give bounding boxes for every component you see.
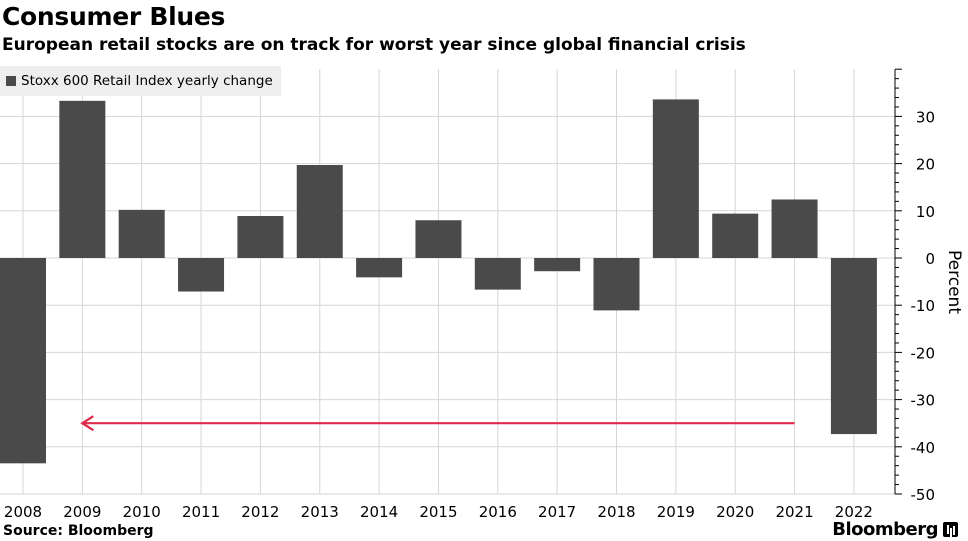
bar-2017 xyxy=(534,258,581,272)
bar-2016 xyxy=(474,258,521,290)
x-tick-label-2015: 2015 xyxy=(419,503,457,521)
bar-2009 xyxy=(59,100,106,258)
bar-2013 xyxy=(296,165,343,258)
x-tick-label-2020: 2020 xyxy=(716,503,754,521)
bar-2019 xyxy=(652,99,699,259)
bar-2022 xyxy=(830,258,877,435)
bar-2021 xyxy=(771,199,818,258)
chart-title: Consumer Blues xyxy=(2,2,226,31)
x-tick-label-2009: 2009 xyxy=(63,503,101,521)
y-tick-label: -20 xyxy=(911,344,936,362)
x-tick-label-2008: 2008 xyxy=(4,503,42,521)
annotation-arrow-head-icon xyxy=(80,415,94,432)
y-tick-label: 10 xyxy=(916,203,935,221)
bar-2014 xyxy=(356,258,403,278)
bar-2008 xyxy=(0,258,46,464)
legend-label: Stoxx 600 Retail Index yearly change xyxy=(21,73,273,89)
y-tick-label: 0 xyxy=(925,250,935,268)
y-axis-title: Percent xyxy=(944,250,964,314)
bar-2020 xyxy=(712,213,759,258)
x-tick-label-2014: 2014 xyxy=(360,503,398,521)
bar-2012 xyxy=(237,215,284,258)
y-tick-label: -10 xyxy=(911,297,936,315)
x-tick-label-2019: 2019 xyxy=(657,503,695,521)
x-tick-label-2018: 2018 xyxy=(597,503,635,521)
x-tick-label-2011: 2011 xyxy=(182,503,220,521)
bar-2018 xyxy=(593,258,640,311)
x-tick-label-2010: 2010 xyxy=(123,503,161,521)
bar-2010 xyxy=(118,209,165,258)
x-tick-label-2012: 2012 xyxy=(241,503,279,521)
y-tick-label: -30 xyxy=(911,392,936,410)
y-tick-label: -40 xyxy=(911,439,936,457)
brand-logo: Bloomberg xyxy=(832,519,938,540)
x-tick-label-2016: 2016 xyxy=(479,503,517,521)
x-tick-label-2022: 2022 xyxy=(835,503,873,521)
bar-2011 xyxy=(178,258,225,292)
x-tick-label-2013: 2013 xyxy=(301,503,339,521)
y-tick-label: -50 xyxy=(911,486,936,504)
x-tick-label-2017: 2017 xyxy=(538,503,576,521)
y-tick-label: 20 xyxy=(916,156,935,174)
y-tick-label: 30 xyxy=(916,108,935,126)
bloomberg-terminal-icon xyxy=(943,522,958,537)
source-note: Source: Bloomberg xyxy=(3,523,154,539)
x-tick-label-2021: 2021 xyxy=(775,503,813,521)
chart-subtitle: European retail stocks are on track for … xyxy=(2,35,746,55)
bar-2015 xyxy=(415,220,462,258)
chart-legend: Stoxx 600 Retail Index yearly change xyxy=(0,66,281,96)
legend-swatch xyxy=(6,76,16,86)
